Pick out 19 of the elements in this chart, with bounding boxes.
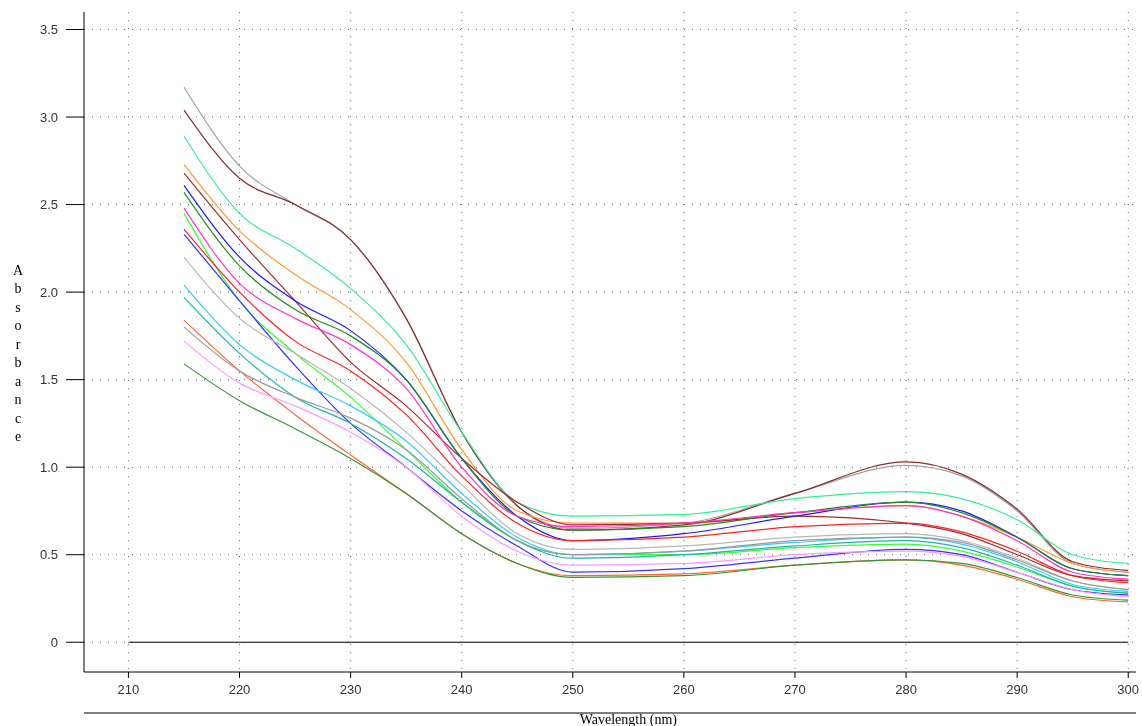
y-tick-label: 3.0 (39, 109, 58, 125)
x-tick-label: 290 (1006, 682, 1028, 697)
y-tick-label: 0 (50, 634, 58, 650)
x-tick-label: 270 (784, 682, 806, 697)
text: Absorbance (12, 262, 24, 445)
x-tick-label: 260 (673, 682, 695, 697)
x-tick-label: 240 (450, 682, 473, 697)
y-tick-label: 1.0 (39, 459, 58, 475)
x-tick-label: 300 (1117, 682, 1140, 697)
y-tick-label: 1.5 (39, 372, 58, 388)
x-tick-label: 210 (117, 682, 140, 697)
x-tick-label: 280 (895, 682, 917, 697)
y-tick-label: 2.0 (39, 284, 58, 300)
x-tick-label: 230 (339, 682, 362, 697)
x-tick-label: 250 (561, 682, 584, 697)
x-tick-label: 220 (228, 682, 251, 697)
y-tick-label: 2.5 (39, 197, 58, 213)
y-tick-label: 0.5 (39, 547, 58, 563)
y-tick-label: 3.5 (39, 22, 58, 38)
